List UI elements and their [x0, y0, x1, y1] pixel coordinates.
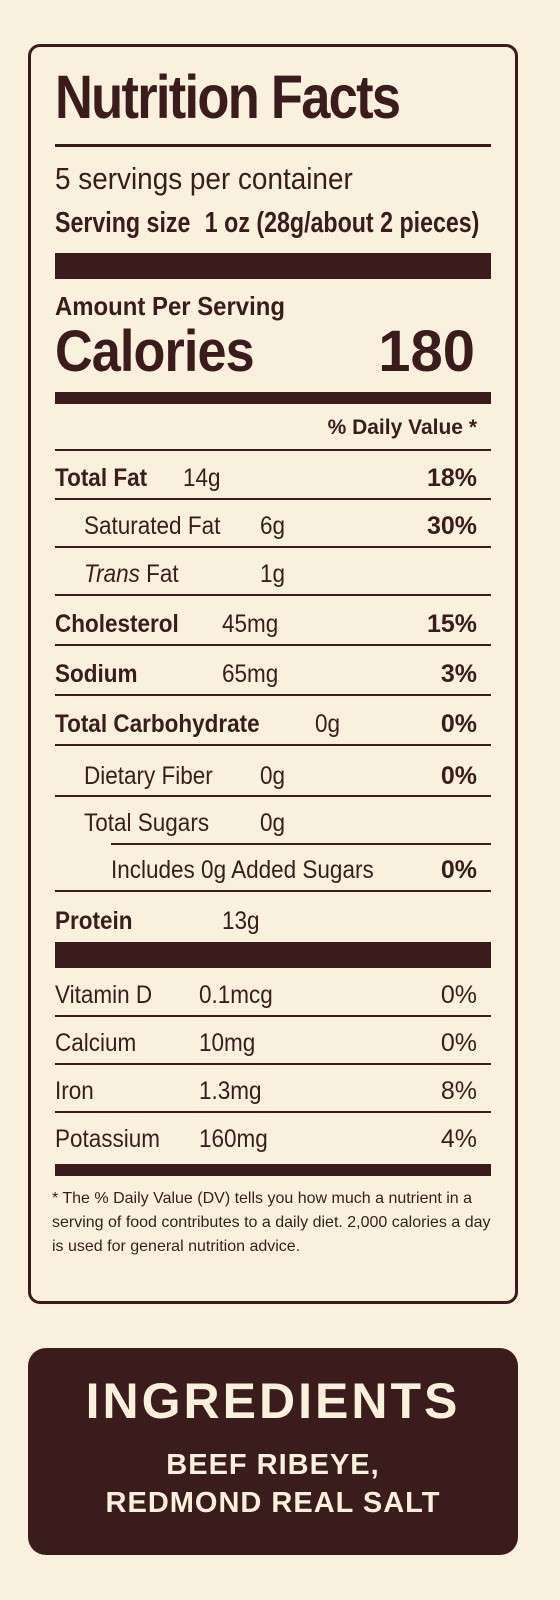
nutrition-facts-title: Nutrition Facts: [55, 63, 401, 131]
trans-italic-label: Trans: [84, 560, 140, 588]
ingredient-line: REDMOND REAL SALT: [105, 1487, 441, 1519]
divider: [55, 1015, 491, 1017]
nutrient-row-cholesterol: Cholesterol 45mg 15%: [55, 609, 491, 639]
nutrient-row-dietary-fiber: Dietary Fiber 0g 0%: [55, 761, 491, 791]
divider: [55, 644, 491, 646]
vitamin-dv: 4%: [440, 1125, 477, 1153]
nutrient-label: Protein: [55, 907, 133, 935]
thick-divider: [55, 253, 491, 279]
ingredients-list: BEEF RIBEYE, REDMOND REAL SALT: [28, 1446, 518, 1522]
nutrient-amount: 0g: [260, 762, 286, 790]
amount-per-serving: Amount Per Serving: [55, 291, 285, 321]
vitamin-amount: 0.1mcg: [199, 981, 273, 1009]
nutrient-dv: 15%: [426, 610, 477, 638]
vitamin-label: Potassium: [55, 1125, 161, 1153]
vitamin-row: Vitamin D 0.1mcg 0%: [55, 980, 491, 1010]
nutrient-dv: 30%: [426, 512, 477, 540]
divider: [55, 594, 491, 596]
thick-divider: [55, 942, 491, 968]
divider: [55, 694, 491, 696]
calories-value: 180: [378, 319, 475, 384]
medium-divider: [55, 1164, 491, 1176]
vitamin-row: Iron 1.3mg 8%: [55, 1076, 491, 1106]
ingredients-panel: INGREDIENTS BEEF RIBEYE, REDMOND REAL SA…: [28, 1348, 518, 1555]
nutrient-label: Total Carbohydrate: [55, 710, 260, 738]
nutrient-row-total-carbohydrate: Total Carbohydrate 0g 0%: [55, 709, 491, 739]
nutrient-dv: 0%: [440, 710, 477, 738]
serving-size: Serving size 1 oz (28g/about 2 pieces): [55, 209, 479, 238]
vitamin-row: Calcium 10mg 0%: [55, 1028, 491, 1058]
divider: [55, 546, 491, 548]
daily-value-header: % Daily Value *: [327, 416, 477, 439]
nutrient-amount: 1g: [260, 560, 286, 588]
trans-fat-label: Fat: [146, 560, 179, 588]
vitamin-row: Potassium 160mg 4%: [55, 1124, 491, 1154]
ingredients-title: INGREDIENTS: [85, 1373, 461, 1429]
divider: [55, 890, 491, 892]
nutrient-row-total-sugars: Total Sugars 0g: [55, 808, 491, 838]
divider: [111, 843, 491, 845]
divider: [55, 498, 491, 500]
nutrient-label: Total Fat: [55, 464, 148, 492]
nutrient-label: Saturated Fat: [84, 512, 221, 540]
nutrient-amount: 0g: [260, 809, 286, 837]
medium-divider: [55, 392, 491, 404]
nutrient-row-total-fat: Total Fat 14g 18%: [55, 463, 491, 493]
nutrient-amount: 65mg: [222, 660, 279, 688]
vitamin-amount: 160mg: [199, 1125, 268, 1153]
divider: [55, 144, 491, 147]
divider: [55, 449, 491, 451]
nutrient-row-added-sugars: Includes 0g Added Sugars 0%: [55, 855, 491, 885]
nutrient-dv: 3%: [440, 660, 477, 688]
nutrient-row-trans-fat: Trans Fat 1g: [55, 559, 491, 589]
vitamin-dv: 8%: [440, 1077, 477, 1105]
nutrient-amount: 13g: [222, 907, 260, 935]
nutrient-label: Cholesterol: [55, 610, 179, 638]
vitamin-label: Vitamin D: [55, 981, 153, 1009]
nutrition-facts-panel: Nutrition Facts 5 servings per container…: [28, 44, 518, 1304]
ingredient-line: BEEF RIBEYE,: [166, 1449, 380, 1481]
vitamin-amount: 10mg: [199, 1029, 256, 1057]
serving-size-value: 1 oz (28g/about 2 pieces): [204, 207, 480, 239]
divider: [55, 744, 491, 746]
vitamin-dv: 0%: [440, 1029, 477, 1057]
nutrient-row-sodium: Sodium 65mg 3%: [55, 659, 491, 689]
daily-value-footnote: * The % Daily Value (DV) tells you how m…: [52, 1190, 491, 1255]
nutrient-dv: 0%: [440, 856, 477, 884]
vitamin-amount: 1.3mg: [199, 1077, 262, 1105]
divider: [55, 795, 491, 797]
divider: [55, 1111, 491, 1113]
vitamin-dv: 0%: [440, 981, 477, 1009]
nutrient-label: Includes 0g Added Sugars: [111, 856, 374, 884]
vitamin-label: Calcium: [55, 1029, 137, 1057]
nutrient-row-saturated-fat: Saturated Fat 6g 30%: [55, 511, 491, 541]
serving-size-label: Serving size: [55, 207, 191, 239]
nutrient-dv: 18%: [426, 464, 477, 492]
nutrient-amount: 14g: [183, 464, 221, 492]
nutrient-label: Trans Fat: [84, 559, 179, 589]
servings-per-container: 5 servings per container: [55, 161, 353, 196]
nutrient-amount: 45mg: [222, 610, 279, 638]
nutrient-label: Total Sugars: [84, 809, 210, 837]
nutrient-label: Dietary Fiber: [84, 762, 213, 790]
vitamin-label: Iron: [55, 1077, 94, 1105]
divider: [55, 1063, 491, 1065]
nutrient-label: Sodium: [55, 660, 138, 688]
nutrient-amount: 6g: [260, 512, 286, 540]
nutrient-row-protein: Protein 13g: [55, 906, 491, 936]
nutrient-dv: 0%: [440, 762, 477, 790]
calories-label: Calories: [55, 319, 255, 384]
nutrient-amount: 0g: [315, 710, 341, 738]
